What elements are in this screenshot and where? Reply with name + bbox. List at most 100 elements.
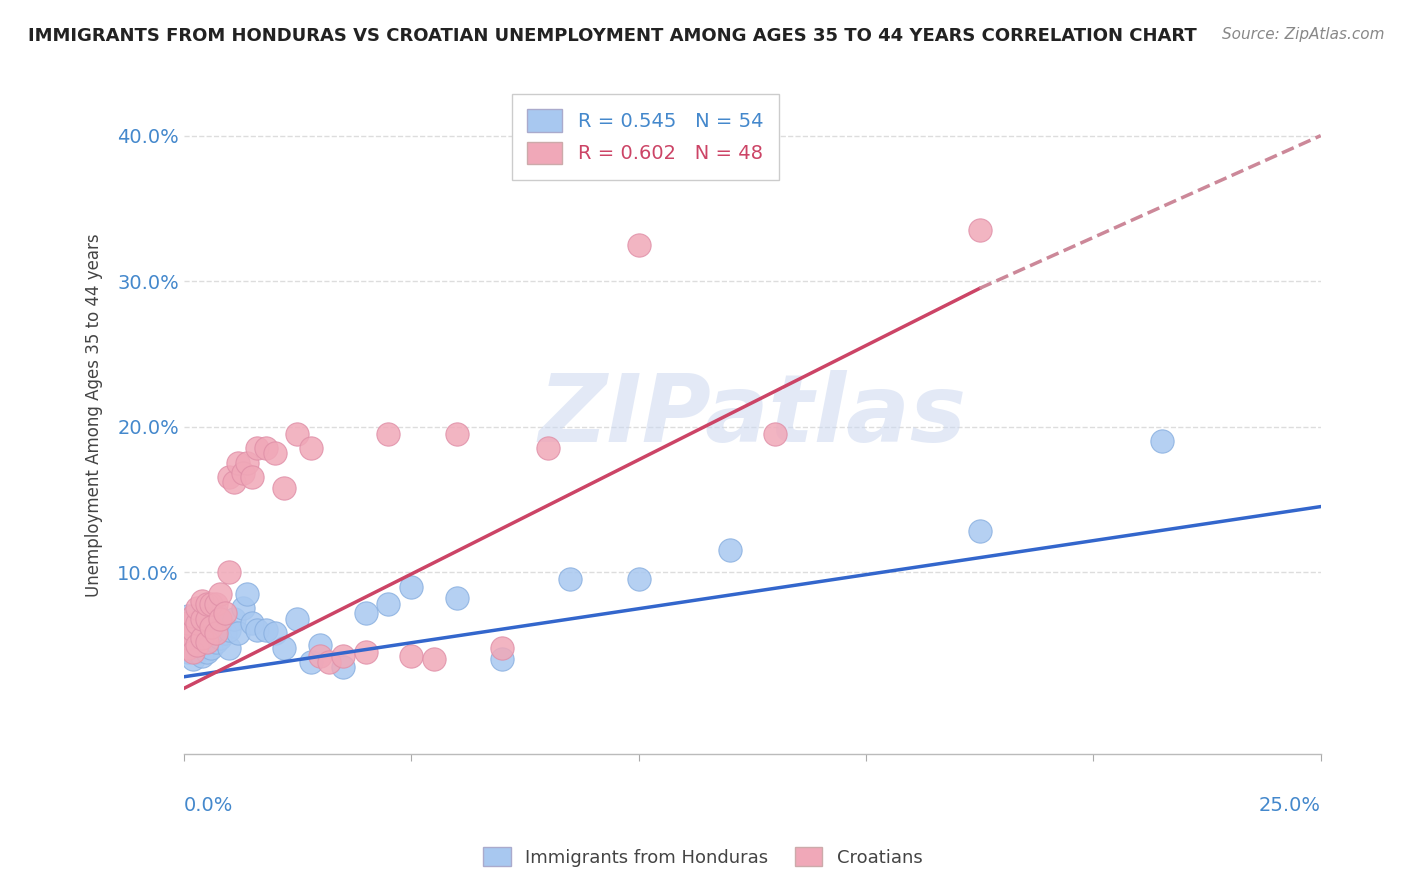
Point: [186, 638, 208, 652]
Point: [536, 442, 558, 456]
Point: [240, 470, 263, 484]
Point: [627, 237, 650, 252]
Point: [236, 587, 259, 601]
Point: [200, 640, 222, 655]
Point: [309, 649, 332, 664]
Point: [718, 543, 741, 558]
Point: [204, 606, 226, 620]
Point: [177, 640, 200, 655]
Point: [181, 615, 204, 630]
Point: [491, 640, 513, 655]
Point: [195, 615, 218, 630]
Point: [273, 640, 295, 655]
Point: [195, 635, 218, 649]
Point: [186, 601, 208, 615]
Point: [245, 442, 267, 456]
Point: [181, 631, 204, 645]
Point: [263, 446, 285, 460]
Point: [209, 587, 232, 601]
Point: [191, 638, 214, 652]
Point: [214, 626, 236, 640]
Point: [399, 649, 422, 664]
Point: [181, 652, 204, 666]
Point: [560, 572, 582, 586]
Point: [627, 572, 650, 586]
Text: ZIPatlas: ZIPatlas: [538, 369, 966, 462]
Point: [236, 456, 259, 470]
Point: [332, 659, 354, 673]
Point: [222, 612, 245, 626]
Point: [181, 638, 204, 652]
Point: [491, 652, 513, 666]
Point: [204, 626, 226, 640]
Point: [195, 631, 218, 645]
Text: 0.0%: 0.0%: [184, 796, 233, 814]
Point: [299, 655, 322, 669]
Point: [332, 649, 354, 664]
Point: [209, 615, 232, 630]
Point: [273, 481, 295, 495]
Point: [254, 624, 277, 638]
Point: [177, 615, 200, 630]
Point: [186, 645, 208, 659]
Point: [232, 466, 254, 480]
Point: [195, 612, 218, 626]
Point: [204, 597, 226, 611]
Point: [209, 631, 232, 645]
Point: [200, 597, 222, 611]
Point: [177, 624, 200, 638]
Point: [969, 524, 991, 539]
Point: [214, 606, 236, 620]
Point: [191, 608, 214, 623]
Point: [228, 626, 250, 640]
Point: [287, 612, 309, 626]
Point: [446, 591, 468, 606]
Point: [177, 645, 200, 659]
Text: Source: ZipAtlas.com: Source: ZipAtlas.com: [1222, 27, 1385, 42]
Point: [177, 615, 200, 630]
Point: [191, 594, 214, 608]
Point: [186, 615, 208, 630]
Point: [446, 426, 468, 441]
Text: IMMIGRANTS FROM HONDURAS VS CROATIAN UNEMPLOYMENT AMONG AGES 35 TO 44 YEARS CORR: IMMIGRANTS FROM HONDURAS VS CROATIAN UNE…: [28, 27, 1197, 45]
Point: [195, 597, 218, 611]
Point: [309, 638, 332, 652]
Point: [204, 635, 226, 649]
Point: [209, 612, 232, 626]
Point: [181, 645, 204, 659]
Point: [377, 597, 399, 611]
Point: [186, 631, 208, 645]
Text: 25.0%: 25.0%: [1258, 796, 1320, 814]
Legend: R = 0.545   N = 54, R = 0.602   N = 48: R = 0.545 N = 54, R = 0.602 N = 48: [512, 94, 779, 179]
Point: [200, 620, 222, 634]
Point: [377, 426, 399, 441]
Point: [299, 442, 322, 456]
Point: [177, 631, 200, 645]
Point: [191, 649, 214, 664]
Point: [195, 645, 218, 659]
Point: [218, 470, 240, 484]
Point: [318, 655, 340, 669]
Point: [191, 612, 214, 626]
Point: [177, 638, 200, 652]
Point: [181, 624, 204, 638]
Point: [763, 426, 786, 441]
Point: [186, 624, 208, 638]
Point: [222, 475, 245, 489]
Point: [240, 615, 263, 630]
Point: [354, 606, 377, 620]
Point: [228, 456, 250, 470]
Point: [969, 223, 991, 237]
Point: [245, 624, 267, 638]
Point: [218, 565, 240, 579]
Point: [218, 624, 240, 638]
Point: [200, 612, 222, 626]
Point: [287, 426, 309, 441]
Point: [191, 631, 214, 645]
Point: [263, 626, 285, 640]
Point: [204, 620, 226, 634]
Point: [254, 442, 277, 456]
Point: [191, 624, 214, 638]
Point: [186, 608, 208, 623]
Point: [232, 601, 254, 615]
